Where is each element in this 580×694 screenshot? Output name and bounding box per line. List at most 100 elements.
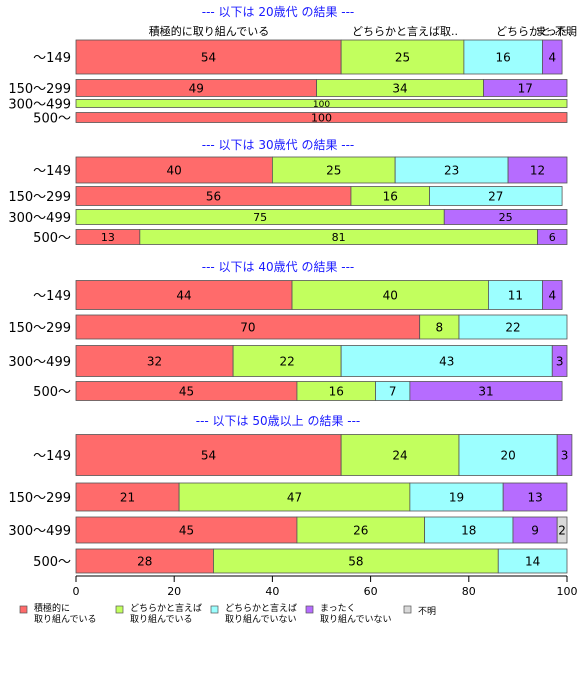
bar-segment (488, 280, 543, 310)
data-label: 12 (530, 164, 545, 178)
bar-row: 300〜499 45 26 18 9 2 (8, 516, 568, 544)
bar-segment (458, 314, 568, 340)
legend-label: 積極的に取り組んでいる (34, 602, 97, 625)
bar-row: 〜149 44 40 11 4 (33, 280, 563, 310)
bar-row: 〜149 40 25 23 12 (33, 156, 568, 184)
data-label: 14 (525, 555, 540, 569)
bar-segment (340, 345, 553, 377)
data-label: 40 (167, 164, 182, 178)
data-label: 25 (326, 164, 341, 178)
x-tick-label: 20 (167, 585, 181, 598)
bar-segment (291, 280, 489, 310)
bar-row: 150〜299 70 8 22 (8, 314, 568, 340)
data-label: 25 (499, 211, 513, 224)
data-label: 44 (176, 289, 191, 303)
bar-segment (409, 381, 563, 401)
bar-segment (542, 39, 563, 75)
data-label: 11 (508, 289, 523, 303)
bar-row: 500〜 28 58 14 (33, 548, 568, 574)
legend-item: どちらかと言えば取り組んでいる (115, 602, 202, 625)
category-label: 500〜 (33, 112, 71, 127)
bar-row: 300〜499 100 (8, 98, 568, 113)
category-label: 300〜499 (8, 355, 71, 370)
x-axis: 0 20 40 60 80 100 (73, 575, 578, 598)
category-label: 150〜299 (8, 82, 71, 97)
bar-row: 500〜 100 (33, 112, 568, 127)
x-tick-label: 40 (265, 585, 279, 598)
bar-row: 〜149 54 24 20 3 (33, 434, 573, 476)
category-label: 〜149 (33, 51, 71, 66)
bar-segment (232, 345, 342, 377)
legend-swatch (403, 605, 412, 614)
data-label: 49 (189, 82, 204, 96)
data-label: 23 (444, 164, 459, 178)
bar-segment (556, 516, 568, 544)
data-label: 16 (496, 51, 511, 65)
data-label: 17 (518, 82, 533, 96)
chart-panel: --- 以下は 20歳代 の結果 --- 〜149 54 25 16 4 150〜299 49… (8, 5, 568, 127)
bar-segment (75, 156, 273, 184)
data-label: 45 (179, 524, 194, 538)
bar-segment (75, 280, 293, 310)
data-label: 20 (500, 449, 515, 463)
data-label: 2 (558, 524, 566, 538)
header-label-row: 積極的に取り組んでいる どちらかと言えば取.. どちらかと..まった..不明 (149, 24, 577, 38)
data-label: 100 (311, 112, 332, 125)
bar-row: 150〜299 49 34 17 (8, 79, 568, 97)
bar-segment (502, 482, 568, 512)
legend-swatch (19, 605, 28, 614)
bar-segment (75, 516, 298, 544)
data-label: 3 (561, 449, 569, 463)
legend-label: どちらかと言えば取り組んでいる (130, 602, 202, 625)
bar-row: 150〜299 56 16 27 (8, 186, 563, 206)
x-tick-label: 100 (557, 585, 578, 598)
header-label: まった.. (535, 25, 575, 38)
data-label: 18 (461, 524, 476, 538)
data-label: 26 (353, 524, 368, 538)
data-label: 32 (147, 355, 162, 369)
category-label: 500〜 (33, 231, 71, 246)
legend-label: 不明 (418, 606, 436, 617)
x-tick-label: 80 (462, 585, 476, 598)
bar-segment (512, 516, 558, 544)
category-label: 150〜299 (8, 491, 71, 506)
category-label: 〜149 (33, 289, 71, 304)
category-label: 300〜499 (8, 98, 71, 113)
bar-segment (419, 314, 460, 340)
bar-row: 300〜499 75 25 (8, 209, 568, 226)
bar-segment (75, 345, 234, 377)
legend-label: どちらかと言えば取り組んでいない (225, 602, 297, 625)
data-label: 70 (240, 321, 255, 335)
bar-row: 300〜499 32 22 43 3 (8, 345, 568, 377)
bar-row: 500〜 13 81 6 (33, 229, 568, 246)
data-label: 4 (548, 289, 556, 303)
bar-segment (556, 434, 573, 476)
chart-panel: --- 以下は 40歳代 の結果 --- 〜149 44 40 11 4 150〜299 70… (8, 260, 568, 401)
category-label: 〜149 (33, 449, 71, 464)
bar-segment (213, 548, 499, 574)
legend-label: まったく取り組んでいない (320, 603, 392, 625)
bar-row: 〜149 54 25 16 4 (33, 39, 563, 75)
panel-title: --- 以下は 20歳代 の結果 --- (202, 5, 355, 19)
chart-panel: --- 以下は 30歳代 の結果 --- 〜149 40 25 23 12 150〜299 5… (8, 138, 568, 246)
data-label: 13 (101, 231, 115, 244)
data-label: 8 (436, 321, 444, 335)
data-label: 25 (395, 51, 410, 65)
legend-swatch (305, 605, 314, 614)
x-tick-label: 0 (73, 585, 80, 598)
header-label: どちらかと言えば取.. (352, 25, 458, 38)
data-label: 9 (531, 524, 539, 538)
legend-swatch (115, 605, 124, 614)
category-label: 300〜499 (8, 211, 71, 226)
category-label: 150〜299 (8, 321, 71, 336)
legend-item: まったく取り組んでいない (305, 603, 392, 625)
bar-segment (271, 156, 396, 184)
legend-item: どちらかと言えば取り組んでいない (210, 602, 297, 625)
legend-item: 不明 (403, 605, 436, 617)
data-label: 31 (478, 385, 493, 399)
legend: 積極的に取り組んでいる どちらかと言えば取り組んでいるどちらかと言えば取り組んでい… (19, 602, 436, 625)
panel-title: --- 以下は 40歳代 の結果 --- (202, 260, 355, 274)
category-label: 〜149 (33, 164, 71, 179)
